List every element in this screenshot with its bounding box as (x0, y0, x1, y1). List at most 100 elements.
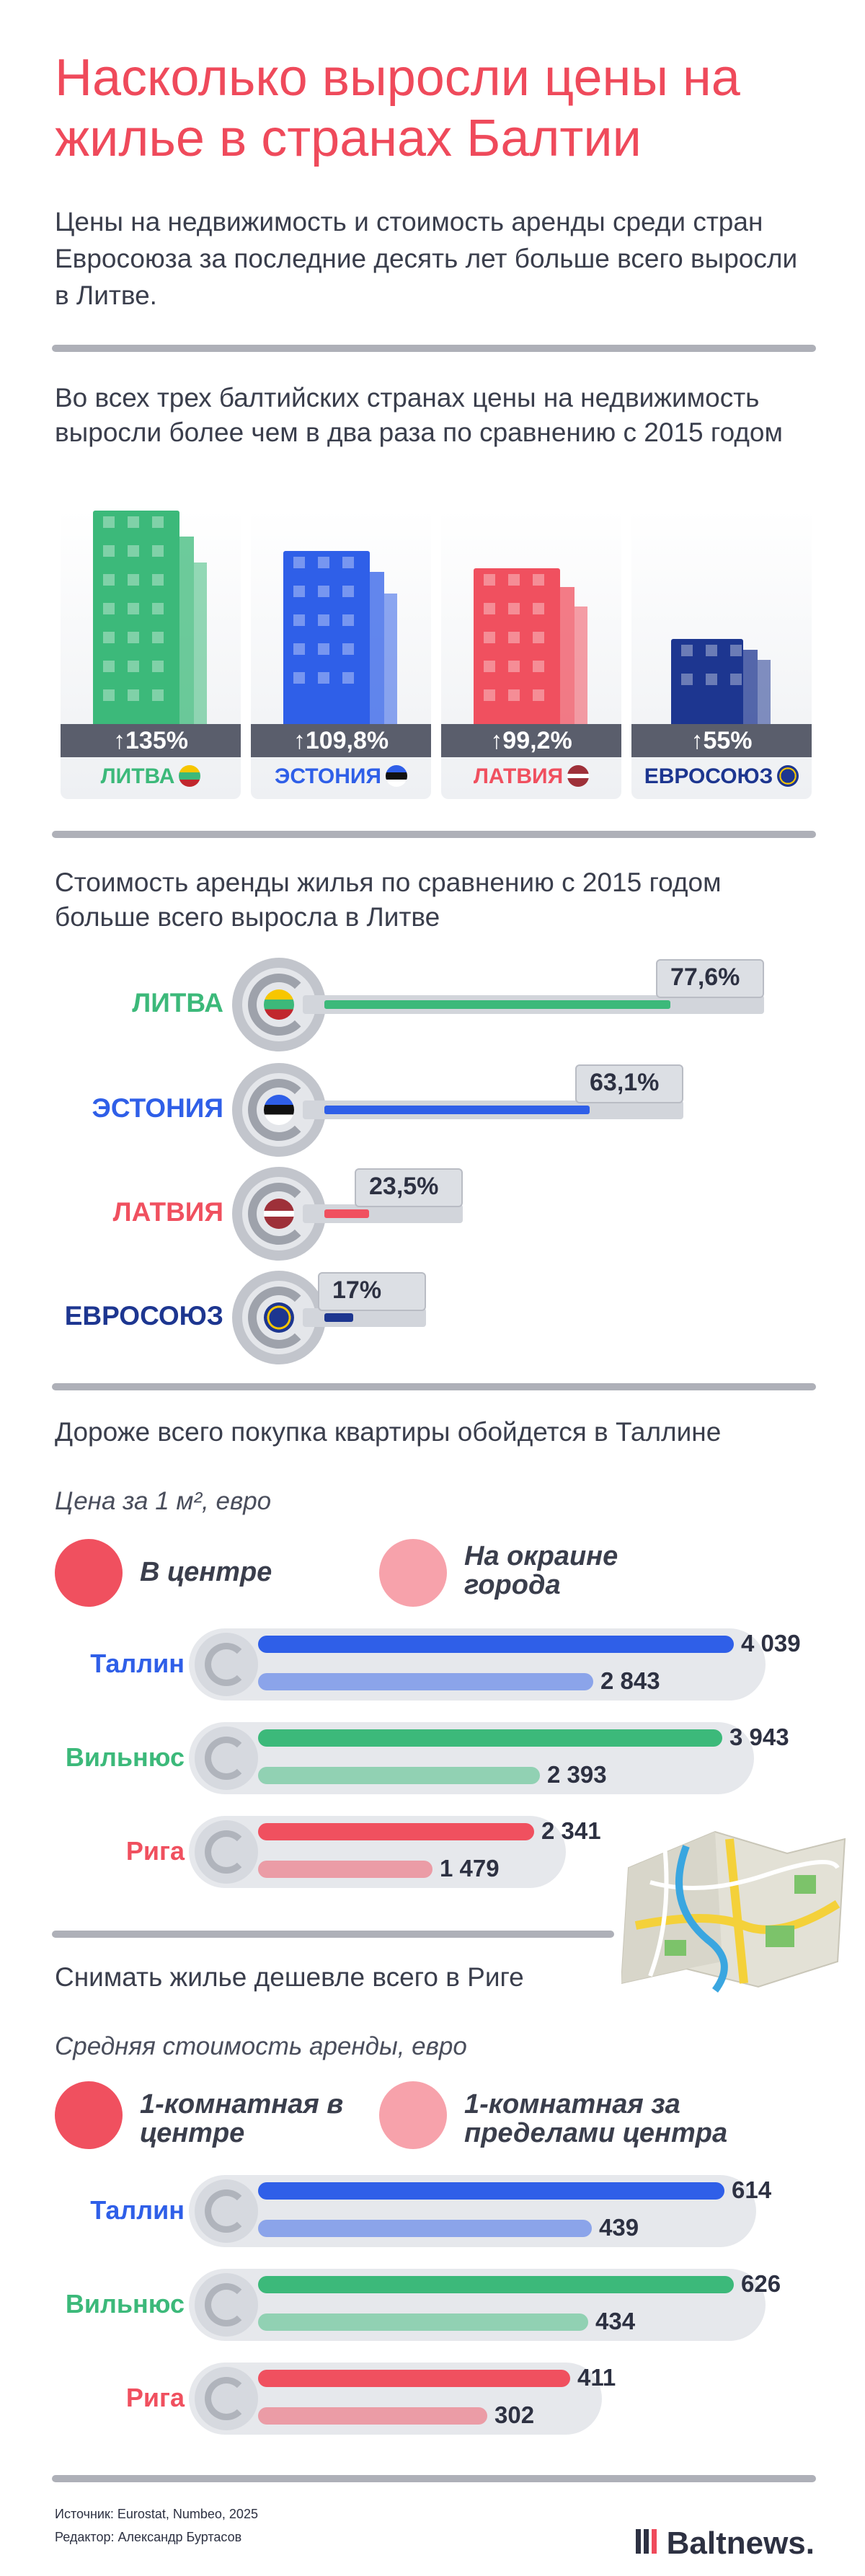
key-country-label: ЕВРОСОЮЗ (64, 1301, 223, 1331)
building-window (103, 661, 115, 672)
building-icon (55, 1539, 123, 1607)
key-bar (324, 1209, 369, 1218)
building-window (293, 614, 305, 626)
bar-value: 302 (494, 2401, 535, 2428)
section-rent-title: Снимать жилье дешевле всего в Риге (55, 1962, 524, 1992)
building-bar (474, 568, 596, 727)
section-rent-growth-title: Стоимость аренды жилья по сравнению с 20… (55, 868, 722, 932)
flag-icon (777, 765, 799, 787)
building-window (342, 614, 354, 626)
purchase-unit: Цена за 1 м², евро (55, 1487, 272, 1515)
key-bar (324, 1000, 670, 1009)
building-window (103, 516, 115, 528)
building-window (342, 557, 354, 568)
growth-label: ↑109,8% (251, 724, 431, 757)
bar-value: 3 943 (729, 1724, 789, 1750)
bar (258, 1673, 593, 1690)
building-window (152, 574, 164, 586)
legend-outskirts: На окраине города (464, 1541, 618, 1600)
building-window (293, 672, 305, 684)
building-window (152, 632, 164, 643)
building-window (152, 516, 164, 528)
building-window (706, 674, 717, 685)
bar-value: 2 341 (541, 1817, 601, 1844)
key-country-label: ЛАТВИЯ (112, 1197, 223, 1227)
bar-value: 1 479 (440, 1855, 500, 1882)
rent-unit: Средняя стоимость аренды, евро (55, 2032, 467, 2060)
building-window (484, 632, 495, 643)
building-bar (93, 511, 216, 727)
building-window (128, 661, 139, 672)
building-bar (283, 551, 406, 727)
house-icon (379, 1539, 447, 1607)
building-window (681, 674, 693, 685)
building-window (533, 603, 544, 614)
building-window (508, 689, 520, 701)
divider (52, 1931, 614, 1938)
euro-coin-icon (195, 2367, 258, 2430)
building-card: ↑109,8% ЭСТОНИЯ (251, 509, 431, 799)
euro-icon (205, 2283, 248, 2326)
building-window (484, 574, 495, 586)
euro-icon (205, 1737, 248, 1780)
editor-text: Редактор: Александр Буртасов (55, 2530, 242, 2544)
building-side (370, 572, 384, 727)
building-card: ↑99,2% ЛАТВИЯ (441, 509, 621, 799)
building-side (179, 537, 194, 727)
building-window (128, 516, 139, 528)
city-label: Рига (125, 1836, 185, 1866)
building-window (533, 574, 544, 586)
building-window (128, 689, 139, 701)
euro-icon (205, 2377, 248, 2420)
building-window (128, 603, 139, 614)
bar-value: 2 393 (547, 1761, 607, 1788)
country-name: ЕВРОСОЮЗ (644, 764, 773, 788)
city-label: Таллин (90, 2195, 185, 2225)
flag-icon (264, 1302, 294, 1333)
building-window (103, 603, 115, 614)
building-window (318, 557, 329, 568)
building-window (152, 661, 164, 672)
bar-value: 4 039 (741, 1630, 801, 1657)
building-window (152, 689, 164, 701)
euro-coin-icon (195, 2179, 258, 2243)
bar (258, 2407, 487, 2425)
city-label: Вильнюс (65, 2289, 185, 2319)
growth-label: ↑99,2% (441, 724, 621, 757)
bar (258, 1823, 534, 1840)
building-window (533, 661, 544, 672)
growth-label: ↑135% (61, 724, 241, 757)
key-country-label: ЛИТВА (132, 988, 223, 1018)
country-name: ЭСТОНИЯ (275, 764, 381, 788)
growth-label: ↑55% (631, 724, 812, 757)
building-bar (671, 639, 779, 727)
country-name: ЛИТВА (100, 764, 175, 788)
building-window (342, 672, 354, 684)
building-window (318, 643, 329, 655)
country-name: ЛАТВИЯ (473, 764, 564, 788)
building-window (342, 586, 354, 597)
legend-center: В центре (140, 1557, 272, 1587)
key-value: 23,5% (369, 1173, 439, 1200)
bar-value: 411 (577, 2364, 616, 2391)
bar (258, 2220, 592, 2237)
key-bar (324, 1106, 590, 1114)
bar (258, 2313, 588, 2331)
key-shaft (303, 1308, 426, 1327)
house-icon (379, 2081, 447, 2149)
building-window (484, 603, 495, 614)
building-front (283, 551, 370, 727)
euro-icon (205, 1830, 248, 1874)
flag-icon (264, 989, 294, 1020)
building-window (484, 661, 495, 672)
bar (258, 2370, 570, 2387)
bar (258, 1767, 540, 1784)
euro-coin-icon (195, 1820, 258, 1884)
bar-value: 434 (595, 2308, 636, 2334)
section-purchase-title: Дороже всего покупка квартиры обойдется … (55, 1417, 722, 1447)
bar-value: 439 (599, 2214, 639, 2241)
city-label: Таллин (90, 1649, 185, 1678)
building-window (533, 689, 544, 701)
building-side (743, 650, 758, 727)
bar-value: 2 843 (600, 1667, 660, 1694)
